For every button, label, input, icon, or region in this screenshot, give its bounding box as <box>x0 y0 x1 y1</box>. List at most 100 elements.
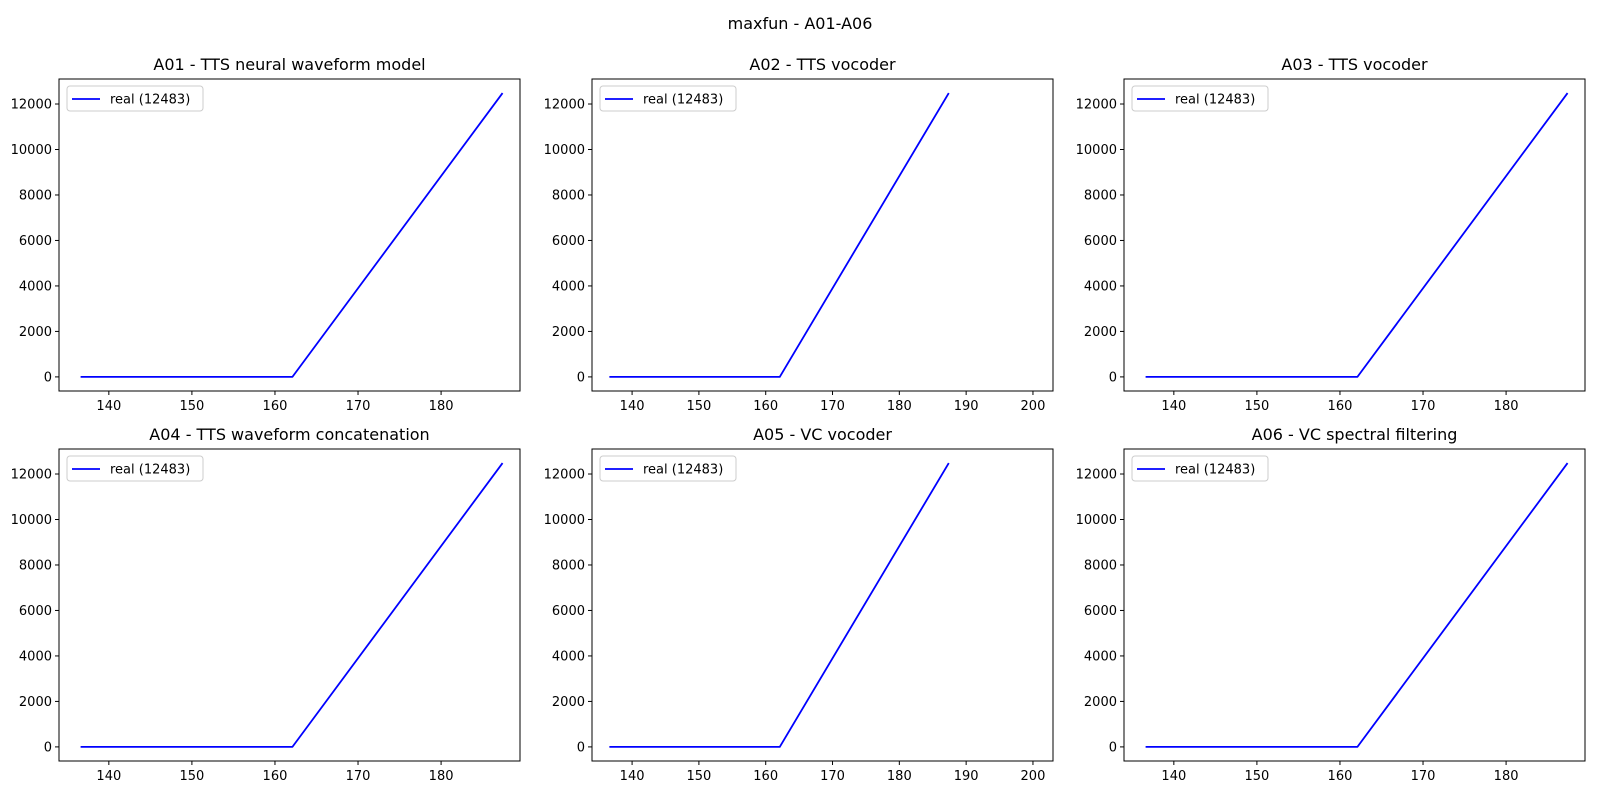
legend: real (12483) <box>66 85 204 112</box>
y-tick-label: 12000 <box>1076 98 1117 113</box>
plot-area <box>58 78 521 392</box>
y-tick-label: 0 <box>577 740 585 755</box>
x-tick-label: 140 <box>96 769 121 784</box>
subplot-grid: A01 - TTS neural waveform model 140 150 160… <box>11 55 1586 784</box>
x-tick-label: 160 <box>1328 769 1353 784</box>
legend: real (12483) <box>1131 85 1269 112</box>
y-tick-label: 10000 <box>544 143 585 158</box>
legend-box <box>66 455 204 482</box>
y-tick-label: 12000 <box>1076 468 1117 483</box>
y-tick-label: 6000 <box>552 604 585 619</box>
y-tick-label: 6000 <box>1084 604 1117 619</box>
plot-area <box>1123 78 1586 392</box>
series-line <box>1145 92 1569 378</box>
plot-area <box>591 78 1054 392</box>
x-tick-label: 200 <box>1021 399 1046 414</box>
y-tick-label: 8000 <box>19 558 52 573</box>
subplot-1: A01 - TTS neural waveform model 140 150 160… <box>11 55 521 414</box>
y-tick-label: 6000 <box>1084 234 1117 249</box>
legend: real (12483) <box>66 455 204 482</box>
x-tick-label: 170 <box>820 399 845 414</box>
y-tick-label: 8000 <box>1084 188 1117 203</box>
x-tick-label: 150 <box>179 769 204 784</box>
y-tick-label: 6000 <box>19 234 52 249</box>
y-tick-label: 4000 <box>552 279 585 294</box>
y-tick-label: 10000 <box>544 513 585 528</box>
y-tick-label: 10000 <box>1076 143 1117 158</box>
x-tick-label: 150 <box>1244 769 1269 784</box>
x-tick-label: 140 <box>620 399 645 414</box>
x-tick-label: 170 <box>1411 399 1436 414</box>
x-tick-label: 150 <box>686 769 711 784</box>
y-tick-label: 4000 <box>1084 279 1117 294</box>
x-tick-label: 170 <box>1411 769 1436 784</box>
y-tick-label: 8000 <box>19 188 52 203</box>
x-tick-label: 140 <box>1161 399 1186 414</box>
subplot-3: A03 - TTS vocoder 140 150 160 170 180 0 2000 400… <box>1076 55 1586 414</box>
subplot-title: A05 - VC vocoder <box>753 425 892 444</box>
x-tick-label: 160 <box>753 399 778 414</box>
legend-label: real (12483) <box>110 93 190 108</box>
y-tick-label: 4000 <box>552 649 585 664</box>
x-tick-label: 160 <box>753 769 778 784</box>
y-tick-label: 8000 <box>1084 558 1117 573</box>
x-tick-label: 170 <box>346 399 371 414</box>
y-tick-label: 4000 <box>19 649 52 664</box>
subplot-4: A04 - TTS waveform concatenation 140 150 16… <box>11 425 521 784</box>
y-tick-label: 4000 <box>1084 649 1117 664</box>
legend-label: real (12483) <box>1175 93 1255 108</box>
x-tick-label: 150 <box>686 399 711 414</box>
subplot-title: A06 - VC spectral filtering <box>1252 425 1458 444</box>
legend: real (12483) <box>599 85 737 112</box>
y-tick-label: 12000 <box>544 98 585 113</box>
figure-title: maxfun - A01-A06 <box>728 14 873 33</box>
x-tick-label: 200 <box>1021 769 1046 784</box>
y-tick-label: 8000 <box>552 188 585 203</box>
y-tick-label: 6000 <box>19 604 52 619</box>
legend-label: real (12483) <box>110 463 190 478</box>
legend-label: real (12483) <box>1175 463 1255 478</box>
y-tick-label: 0 <box>577 370 585 385</box>
x-tick-label: 180 <box>429 769 454 784</box>
y-tick-label: 6000 <box>552 234 585 249</box>
plot-area <box>58 448 521 762</box>
x-tick-label: 140 <box>96 399 121 414</box>
x-tick-label: 180 <box>887 769 912 784</box>
y-tick-label: 2000 <box>19 695 52 710</box>
series-line <box>80 92 504 378</box>
legend-box <box>66 85 204 112</box>
plot-area <box>1123 448 1586 762</box>
x-tick-label: 160 <box>263 399 288 414</box>
x-tick-label: 170 <box>820 769 845 784</box>
plot-area <box>591 448 1054 762</box>
series-line <box>609 462 950 748</box>
y-tick-label: 0 <box>44 740 52 755</box>
legend-box <box>1131 85 1269 112</box>
y-tick-label: 12000 <box>11 98 52 113</box>
x-tick-label: 150 <box>1244 399 1269 414</box>
y-tick-label: 2000 <box>552 325 585 340</box>
y-tick-label: 10000 <box>11 513 52 528</box>
legend-label: real (12483) <box>643 93 723 108</box>
legend-box <box>599 455 737 482</box>
subplot-title: A02 - TTS vocoder <box>749 55 896 74</box>
x-tick-label: 180 <box>1494 769 1519 784</box>
subplot-title: A01 - TTS neural waveform model <box>153 55 425 74</box>
x-tick-label: 180 <box>429 399 454 414</box>
series-line <box>609 92 950 378</box>
y-tick-label: 2000 <box>1084 325 1117 340</box>
y-tick-label: 10000 <box>11 143 52 158</box>
series-line <box>80 462 504 748</box>
x-tick-label: 140 <box>620 769 645 784</box>
y-tick-label: 0 <box>44 370 52 385</box>
x-tick-label: 190 <box>954 399 979 414</box>
x-tick-label: 160 <box>263 769 288 784</box>
y-tick-label: 12000 <box>544 468 585 483</box>
y-tick-label: 0 <box>1109 740 1117 755</box>
x-tick-label: 140 <box>1161 769 1186 784</box>
legend: real (12483) <box>599 455 737 482</box>
legend-box <box>599 85 737 112</box>
legend-box <box>1131 455 1269 482</box>
